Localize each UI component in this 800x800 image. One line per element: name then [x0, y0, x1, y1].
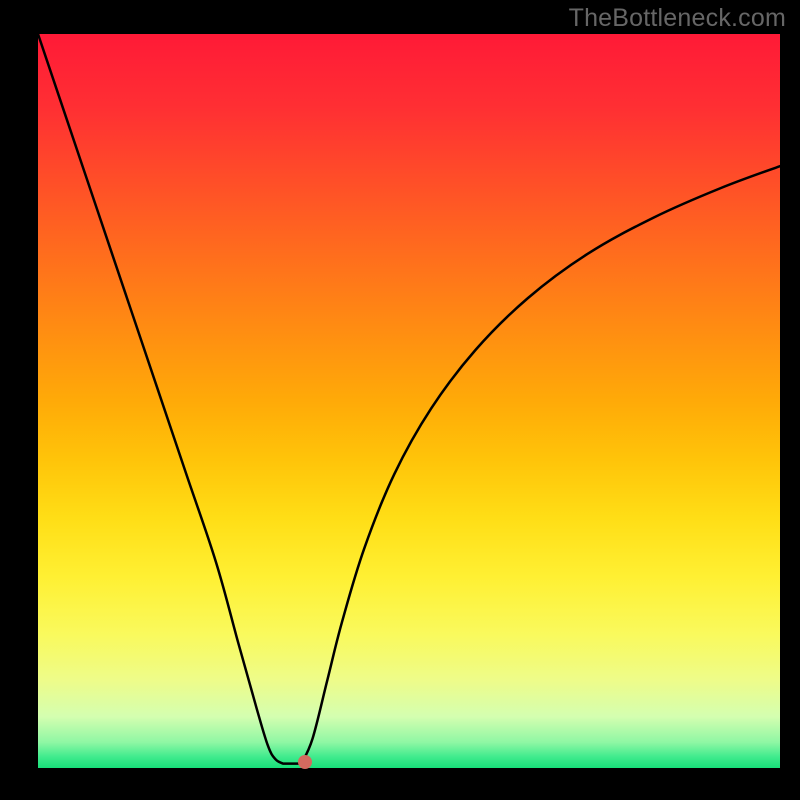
watermark-text: TheBottleneck.com	[569, 4, 786, 33]
chart-container: TheBottleneck.com	[0, 0, 800, 800]
optimal-point-marker	[298, 755, 312, 769]
bottleneck-curve	[38, 34, 780, 768]
plot-area	[38, 34, 780, 768]
